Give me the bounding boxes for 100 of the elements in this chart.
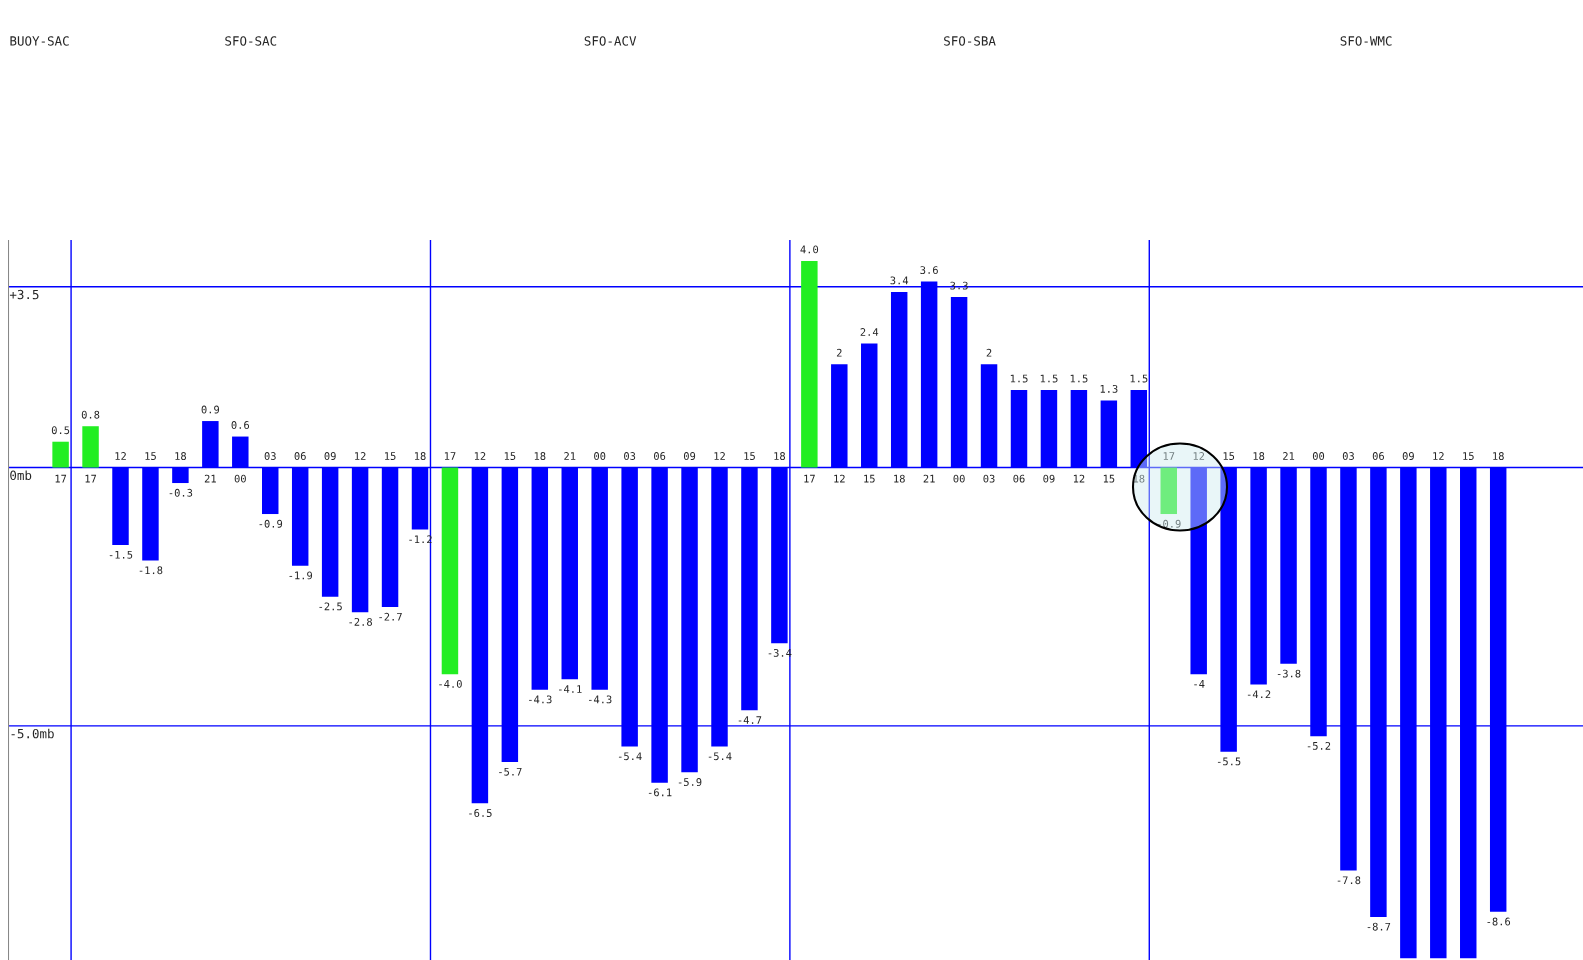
data-label: 0.9 <box>201 405 220 414</box>
data-label: -5.4 <box>708 752 732 761</box>
x-tick-label: 15 <box>1463 452 1474 460</box>
x-tick-label: 09 <box>324 452 336 460</box>
data-label: 2 <box>986 348 992 357</box>
x-tick-label: 15 <box>864 474 875 483</box>
data-label: -8.6 <box>1487 917 1511 926</box>
x-tick-label: 00 <box>1312 452 1325 460</box>
x-tick-label: 21 <box>923 474 935 483</box>
data-label: -5.7 <box>499 767 522 776</box>
x-tick-label: 12 <box>474 452 486 460</box>
data-label: 2 <box>836 348 842 357</box>
ref-line-label: 0mb <box>10 470 32 481</box>
data-label: -3.8 <box>1277 669 1301 678</box>
x-tick-label: 12 <box>1433 452 1444 460</box>
ref-line-label: +3.5 <box>9 289 39 300</box>
data-label: -5.5 <box>1217 757 1241 766</box>
x-tick-label: 18 <box>1493 452 1504 460</box>
bar <box>82 426 99 468</box>
data-label: -2.8 <box>349 617 372 626</box>
data-label: -0.9 <box>1158 519 1181 528</box>
data-label: 1.5 <box>1070 374 1088 383</box>
text: SFO-SBA <box>944 36 996 46</box>
text: SFO-WMC <box>1340 36 1392 46</box>
x-tick-label: 18 <box>175 452 187 460</box>
x-tick-label: 00 <box>953 474 965 483</box>
data-label: 0.8 <box>81 410 100 419</box>
ref-line-label: -5.0mb <box>11 728 54 739</box>
x-tick-label: 21 <box>204 474 216 483</box>
x-tick-label: 15 <box>385 452 396 460</box>
data-label: 0.6 <box>231 421 250 429</box>
data-label: -7.8 <box>1337 876 1361 885</box>
x-tick-label: 18 <box>774 452 786 460</box>
x-tick-label: 06 <box>1013 474 1025 483</box>
x-tick-label: 12 <box>834 474 845 483</box>
data-label: 0.5 <box>51 426 70 435</box>
data-label: 3.4 <box>890 276 909 285</box>
data-label: -2.5 <box>319 602 342 611</box>
data-label: -1.9 <box>289 571 313 580</box>
x-tick-label: 18 <box>1253 452 1265 460</box>
data-label: 1.3 <box>1100 384 1118 393</box>
x-tick-label: 18 <box>534 452 546 460</box>
bar <box>441 467 459 675</box>
x-tick-label: 17 <box>804 474 815 483</box>
x-tick-label: 09 <box>683 452 696 460</box>
data-label: 2.4 <box>860 328 879 336</box>
x-tick-label: 21 <box>1283 452 1295 460</box>
x-tick-label: 15 <box>145 452 156 460</box>
x-tick-label: 15 <box>504 452 516 460</box>
data-label: 4.0 <box>800 245 819 254</box>
data-label: -8.7 <box>1367 922 1391 931</box>
x-tick-label: 12 <box>115 452 126 460</box>
x-tick-label: 00 <box>234 474 246 483</box>
x-tick-label: 03 <box>983 474 995 483</box>
data-label: -6.5 <box>469 809 492 817</box>
x-tick-label: 09 <box>1402 452 1414 460</box>
x-tick-label: 03 <box>1342 452 1354 460</box>
x-tick-label: 21 <box>564 452 576 460</box>
x-tick-label: 17 <box>444 452 456 460</box>
x-tick-label: 03 <box>264 452 276 460</box>
data-label: -4.1 <box>559 685 582 693</box>
bar <box>1160 467 1177 515</box>
x-tick-label: 17 <box>55 474 67 483</box>
x-tick-label: 15 <box>744 452 755 460</box>
text: SFO-SAC <box>225 36 277 46</box>
data-label: -1.8 <box>139 566 163 575</box>
x-tick-label: 06 <box>294 452 306 460</box>
data-label: -2.7 <box>379 612 402 621</box>
x-tick-label: 17 <box>1163 452 1175 460</box>
x-tick-label: 06 <box>654 452 666 460</box>
x-tick-label: 15 <box>1103 474 1115 483</box>
data-label: -4.3 <box>588 695 612 704</box>
data-label: 1.5 <box>1040 374 1058 383</box>
x-tick-label: 06 <box>1372 452 1384 460</box>
x-tick-label: 17 <box>85 474 97 483</box>
data-label: -1.5 <box>109 550 133 559</box>
x-tick-label: 18 <box>414 452 426 460</box>
x-tick-label: 00 <box>594 452 606 460</box>
x-tick-label: 09 <box>1043 474 1055 483</box>
x-tick-label: 12 <box>1073 474 1085 483</box>
bar <box>52 441 69 468</box>
data-label: 3.6 <box>920 266 938 275</box>
x-tick-label: 12 <box>355 452 366 460</box>
text: BUOY-SAC <box>10 36 69 46</box>
x-tick-label: 12 <box>1193 452 1205 460</box>
data-label: -5.4 <box>618 752 642 761</box>
data-label: -5.2 <box>1307 741 1331 750</box>
x-tick-label: 15 <box>1223 452 1235 460</box>
data-label: -5.9 <box>678 778 702 786</box>
data-label: 1.5 <box>1130 374 1148 383</box>
data-label: -4 <box>1194 680 1205 688</box>
data-label: -4.3 <box>529 695 552 704</box>
x-tick-label: 18 <box>894 474 905 483</box>
data-label: -4.2 <box>1247 690 1271 699</box>
data-label: -0.3 <box>169 488 193 497</box>
data-label: -4.0 <box>439 679 462 688</box>
bar <box>801 260 818 468</box>
data-label: -0.9 <box>259 519 283 528</box>
data-label: -4.7 <box>738 716 762 724</box>
x-tick-label: 12 <box>714 452 725 460</box>
